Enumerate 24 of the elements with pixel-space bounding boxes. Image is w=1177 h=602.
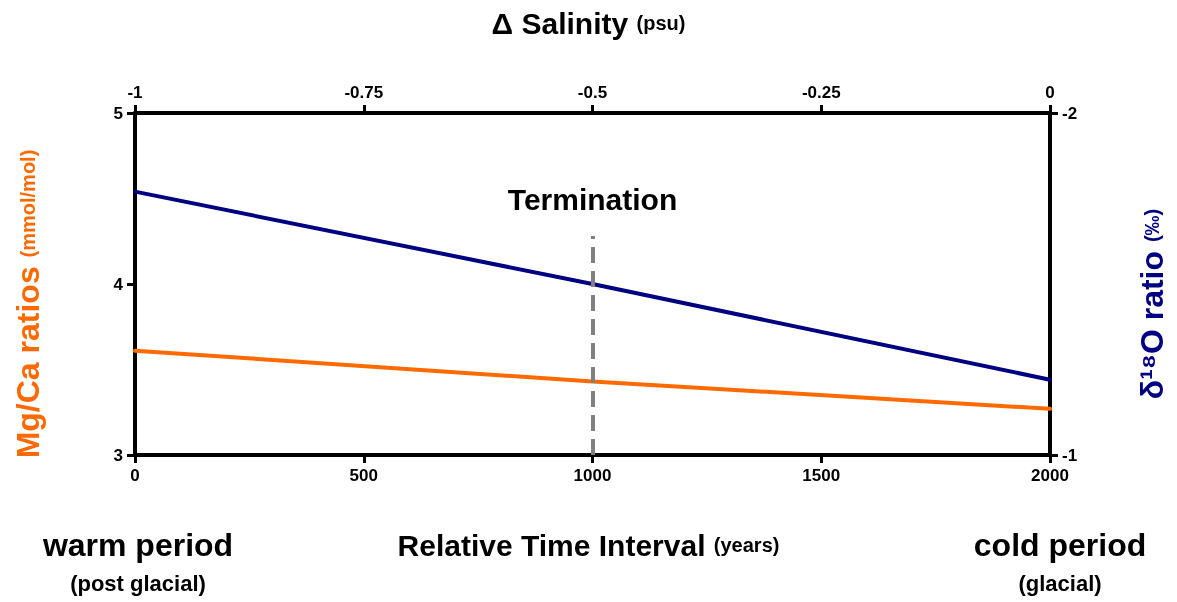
x-tick-label: 1500	[802, 466, 841, 485]
x2-tick-label: -0.5	[577, 83, 608, 102]
x2-axis-title: Δ Salinity (psu)	[491, 6, 686, 40]
x2-tick-label: 0	[1045, 83, 1055, 102]
y2-tick-label: -2	[1062, 103, 1078, 123]
x2-tick-label: -1	[127, 83, 143, 102]
x-tick-label: 2000	[1031, 466, 1069, 485]
text: cold period	[973, 527, 1147, 563]
x-tick-label: 1000	[573, 466, 612, 485]
x2-tick-label: -0.25	[801, 83, 841, 102]
text: (post glacial)	[70, 570, 206, 596]
ref-line-label: Termination	[507, 182, 678, 216]
x2-tick-label: -0.75	[344, 83, 384, 102]
y-tick-label: 5	[113, 103, 123, 123]
y2-tick-label: -1	[1062, 445, 1078, 465]
x-axis-title: Relative Time Interval (years)	[397, 528, 780, 562]
y2-axis-title: δ¹⁸O ratio (‰)	[1134, 208, 1170, 400]
x-tick-label: 500	[349, 466, 378, 485]
text: warm period	[41, 527, 234, 563]
text: (glacial)	[1018, 570, 1102, 596]
y-tick-label: 4	[113, 274, 124, 294]
x-tick-label: 0	[130, 466, 140, 485]
y-tick-label: 3	[113, 445, 123, 465]
y-axis-title: Mg/Ca ratios (mmol/mol)	[10, 149, 46, 459]
